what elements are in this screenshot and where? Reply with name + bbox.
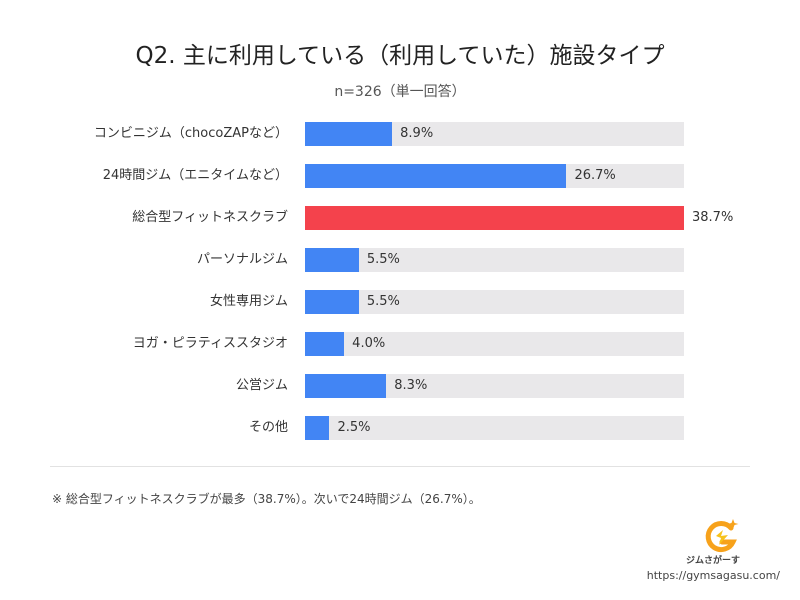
divider (50, 466, 750, 467)
value-label: 4.0% (352, 336, 386, 351)
bar-row: 公営ジム 8.3% (0, 374, 800, 398)
bar-row: コンビニジム（chocoZAPなど） 8.9% (0, 122, 800, 146)
value-label: 8.9% (400, 126, 434, 141)
gym-logo-icon (705, 519, 739, 553)
category-label: 24時間ジム（エニタイムなど） (102, 168, 288, 183)
bar (305, 290, 359, 314)
category-label: その他 (248, 420, 288, 435)
category-label: パーソナルジム (196, 252, 288, 267)
bar (305, 248, 359, 272)
bar-track (305, 416, 684, 440)
value-label: 38.7% (692, 210, 734, 225)
category-label: ヨガ・ピラティススタジオ (132, 336, 288, 351)
bar-track (305, 248, 684, 272)
chart-title: Q2. 主に利用している（利用していた）施設タイプ (135, 43, 665, 69)
value-label: 8.3% (394, 378, 428, 393)
bar (305, 122, 393, 146)
value-label: 2.5% (337, 420, 371, 435)
bar-track (305, 332, 684, 356)
bar (305, 164, 567, 188)
value-label: 5.5% (366, 294, 400, 309)
category-label: コンビニジム（chocoZAPなど） (93, 126, 288, 141)
bar-row: 24時間ジム（エニタイムなど） 26.7% (0, 164, 800, 188)
category-label: 総合型フィットネスクラブ (132, 210, 288, 225)
bar-row: パーソナルジム 5.5% (0, 248, 800, 272)
bar (305, 416, 330, 440)
category-label: 女性専用ジム (209, 294, 288, 309)
site-url[interactable]: https://gymsagasu.com/ (646, 569, 780, 582)
category-label: 公営ジム (235, 378, 288, 393)
chart-subtitle: n=326（単一回答） (334, 84, 466, 100)
bar (305, 206, 684, 230)
bar-row: 総合型フィットネスクラブ 38.7% (0, 206, 800, 230)
bar-row: ヨガ・ピラティススタジオ 4.0% (0, 332, 800, 356)
value-label: 5.5% (366, 252, 400, 267)
bar (305, 374, 387, 398)
bar (305, 332, 345, 356)
value-label: 26.7% (574, 168, 616, 183)
bar-track (305, 290, 684, 314)
bar-row: 女性専用ジム 5.5% (0, 290, 800, 314)
brand-name: ジムさがーす (686, 556, 741, 566)
footnote: ※ 総合型フィットネスクラブが最多（38.7%）。次いで24時間ジム（26.7%… (52, 492, 481, 506)
bar-row: その他 2.5% (0, 416, 800, 440)
